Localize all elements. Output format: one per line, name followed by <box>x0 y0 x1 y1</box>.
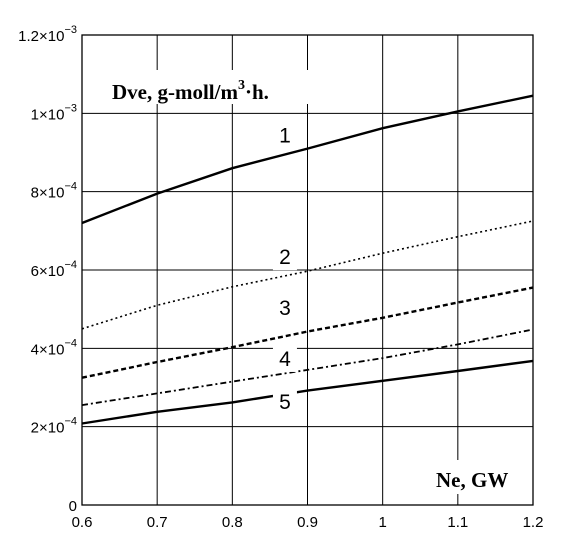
y-tick-mantissa: 8×10 <box>31 185 65 202</box>
curve-label-background <box>272 389 297 416</box>
series-line-5 <box>81 359 534 425</box>
series-line-1 <box>81 94 534 225</box>
y-axis-title: Dve, g-moll/m3·h. <box>112 78 269 104</box>
x-tick-label: 1.1 <box>447 514 468 531</box>
y-tick-exponent: −3 <box>64 24 77 36</box>
y-tick-label: 4×10−4 <box>31 337 77 358</box>
curve-label-1: 1 <box>279 125 291 148</box>
y-axis-title-superscript: 3 <box>238 78 245 93</box>
y-tick-mantissa: 1×10 <box>31 106 65 123</box>
curve-label-background <box>272 295 297 322</box>
x-tick-label: 1 <box>378 514 386 531</box>
tick-labels: 0.6 0.7 0.8 0.9 1 1.1 1.202×10−44×10−46×10−48×… <box>18 24 543 531</box>
curve-labels: 1 2 3 4 5 <box>272 122 297 416</box>
y-tick-exponent: −4 <box>64 181 77 193</box>
x-tick-label: 1.2 <box>523 514 544 531</box>
curve-label-2: 2 <box>279 246 291 269</box>
y-tick-exponent: −4 <box>64 416 77 428</box>
grid <box>82 35 533 505</box>
x-tick-label: 0.9 <box>297 514 318 531</box>
y-tick-mantissa: 2×10 <box>31 420 65 437</box>
y-tick-exponent: −4 <box>64 259 77 271</box>
series-line-3 <box>81 286 534 379</box>
y-tick-label: 1.2×10−3 <box>18 24 77 45</box>
y-tick-mantissa: 4×10 <box>31 341 65 358</box>
plot-area <box>81 34 534 506</box>
y-tick-mantissa: 6×10 <box>31 263 65 280</box>
y-tick-label: 8×10−4 <box>31 181 77 202</box>
series-layer <box>81 94 534 425</box>
series-line-4 <box>81 328 534 406</box>
y-tick-exponent: −3 <box>64 102 77 114</box>
x-tick-label: 0.8 <box>222 514 243 531</box>
y-axis-title-background <box>108 70 308 104</box>
y-axis-title-text: Dve, g-moll/m <box>112 80 238 104</box>
x-axis-title: Ne, GW <box>436 468 508 492</box>
curve-label-5: 5 <box>279 391 291 414</box>
curve-label-background <box>272 244 297 271</box>
y-tick-label: 6×10−4 <box>31 259 77 280</box>
y-tick-label: 0 <box>69 498 77 515</box>
y-axis-title-suffix: ·h. <box>245 80 269 104</box>
y-tick-label: 1×10−3 <box>31 102 77 123</box>
y-tick-mantissa: 0 <box>69 498 77 515</box>
x-tick-label: 0.6 <box>72 514 93 531</box>
y-tick-label: 2×10−4 <box>31 416 77 437</box>
curve-label-background <box>272 122 297 149</box>
curve-label-3: 3 <box>279 297 291 320</box>
x-axis-title-background <box>430 460 520 494</box>
y-tick-exponent: −4 <box>64 337 77 349</box>
curve-label-background <box>272 345 297 372</box>
curve-label-4: 4 <box>279 348 291 371</box>
y-tick-mantissa: 1.2×10 <box>18 28 64 45</box>
x-tick-label: 0.7 <box>147 514 168 531</box>
